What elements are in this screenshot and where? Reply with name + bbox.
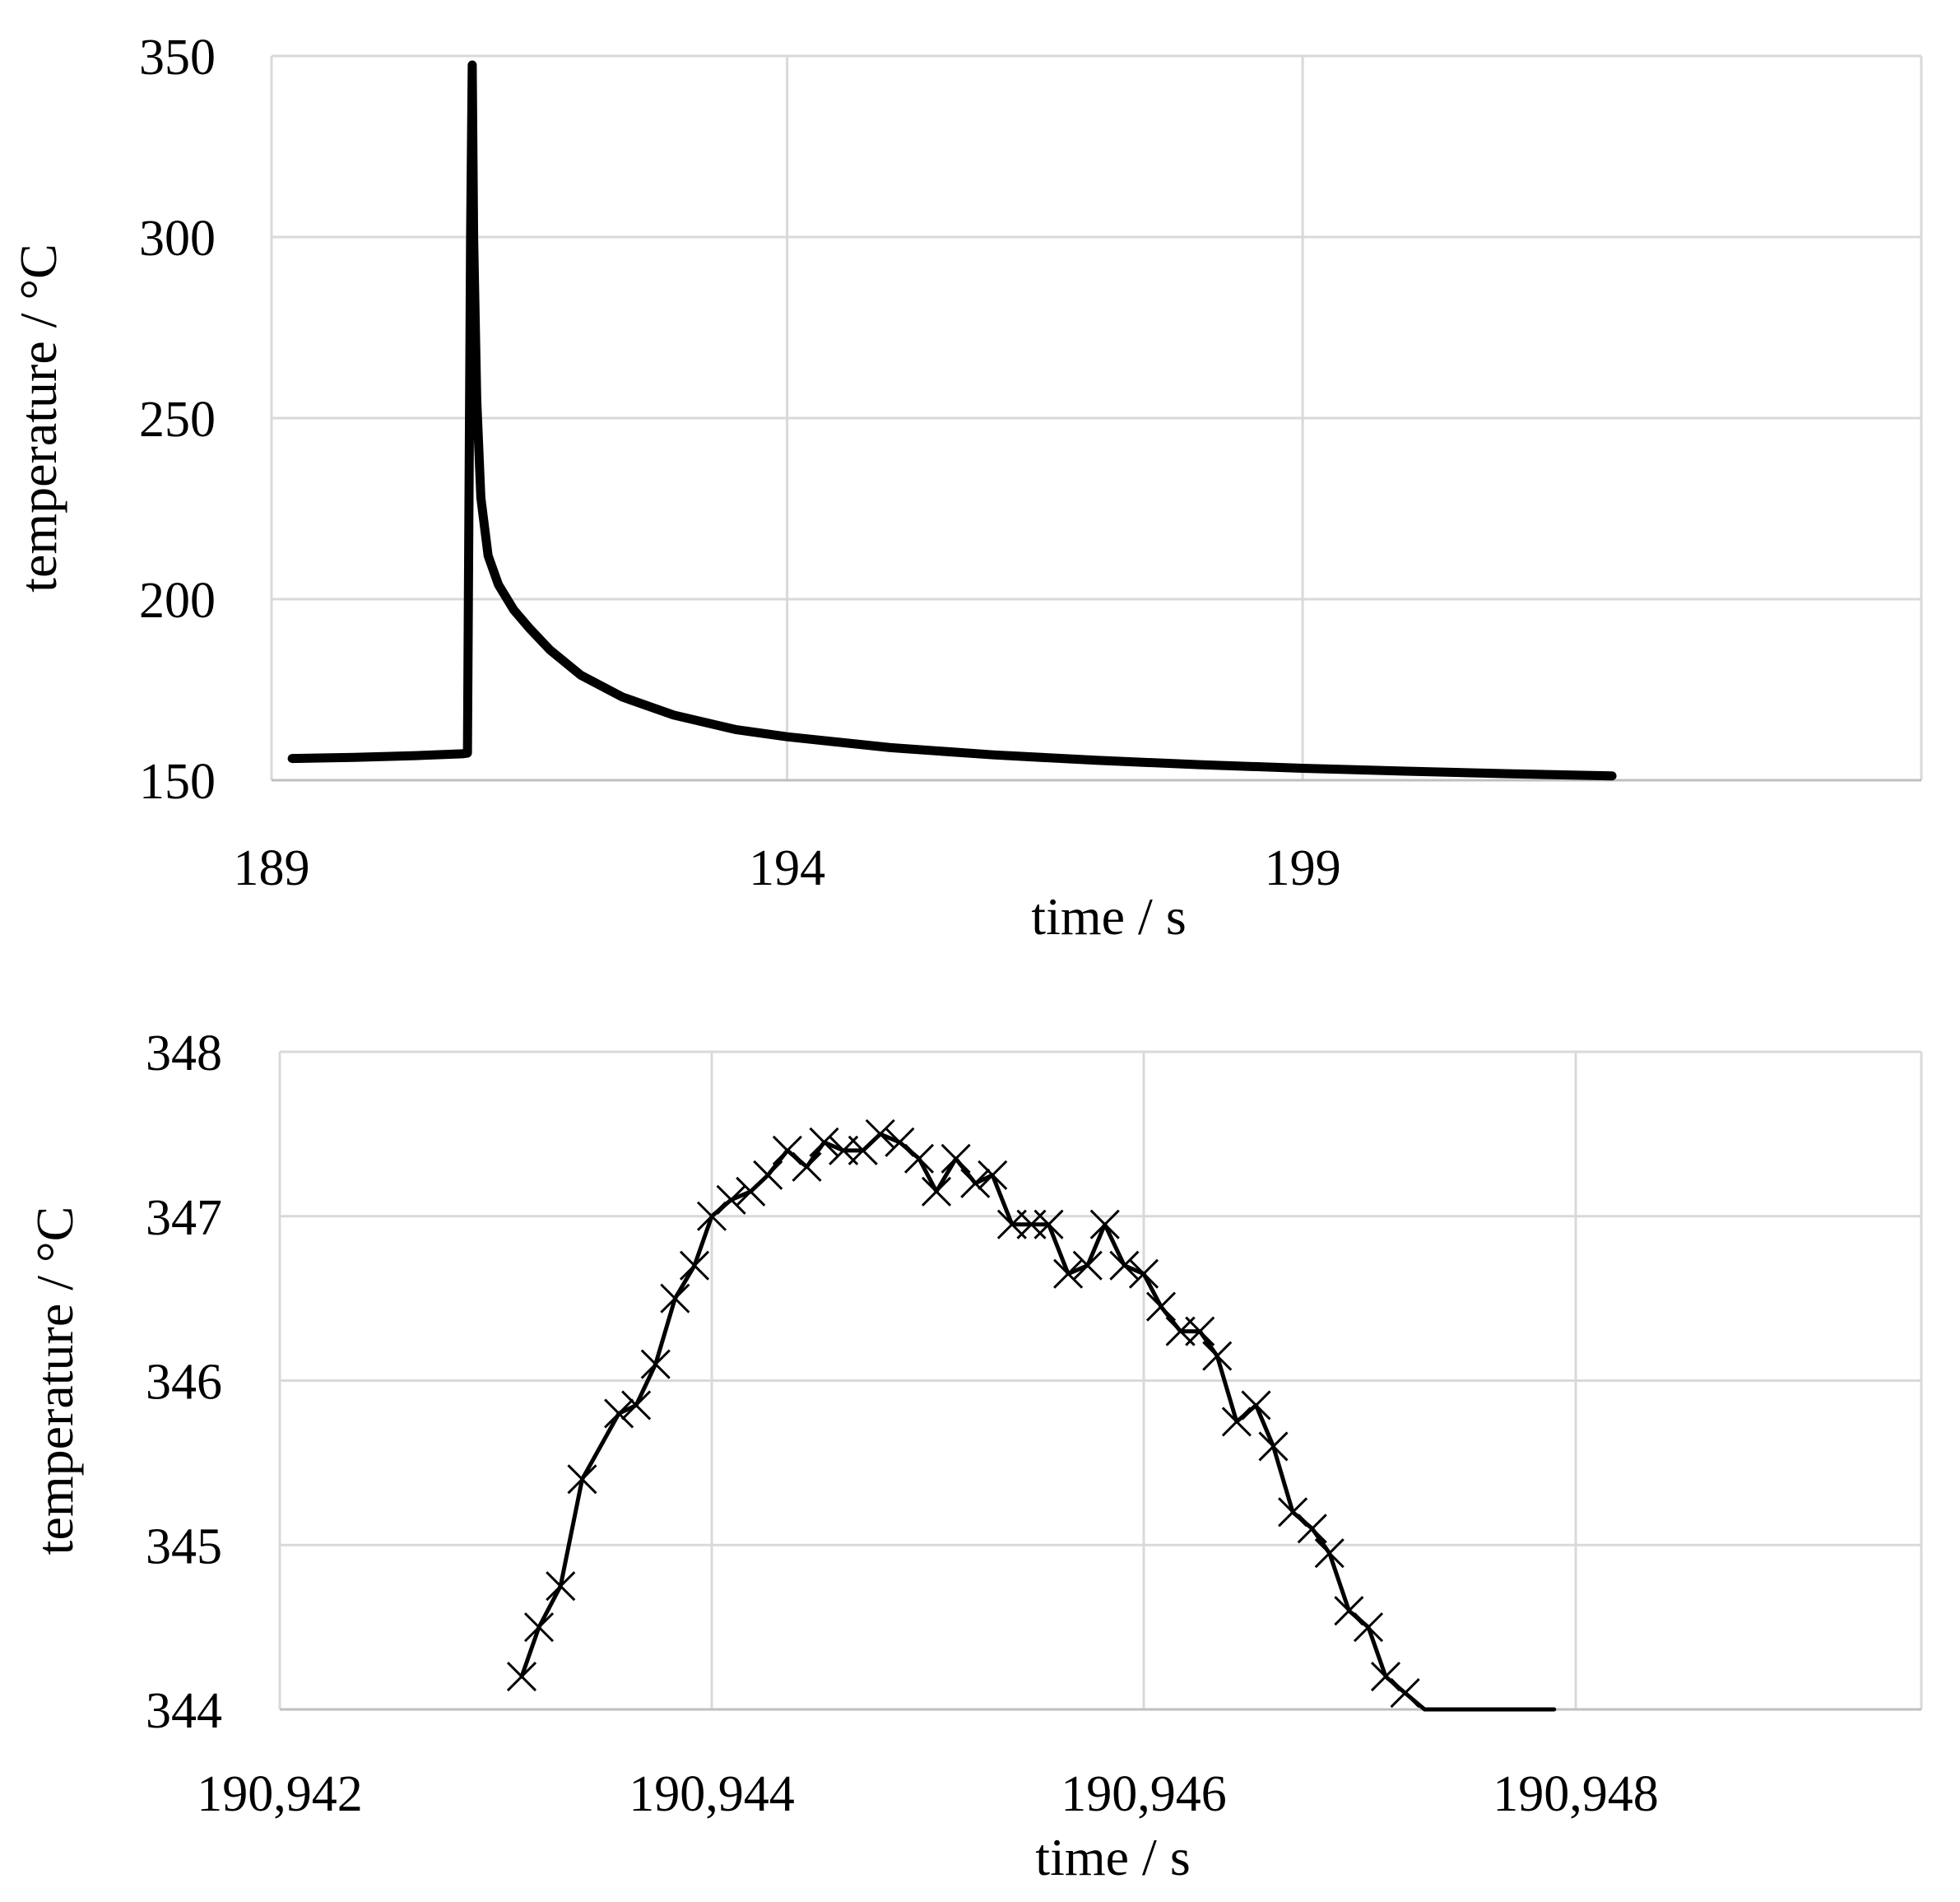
y-tick-label: 344 [146,1683,222,1739]
data-point-marker [1202,1341,1233,1371]
data-point-marker [885,1127,915,1157]
data-point-marker [1185,1316,1215,1346]
data-point-marker [696,1201,727,1231]
data-point-marker [1297,1514,1327,1544]
data-point-marker [523,1612,555,1643]
data-point-marker [960,1168,991,1198]
data-point-marker [546,1571,576,1602]
data-point-marker [1145,1291,1177,1322]
data-point-marker [792,1151,822,1182]
data-point-marker [1109,1250,1140,1281]
data-point-marker [604,1398,634,1429]
data-point-marker [1072,1250,1103,1281]
data-point-marker [772,1135,802,1165]
data-point-marker [1221,1407,1252,1437]
data-point-marker [1053,1258,1084,1289]
x-tick-label: 190,946 [1061,1766,1227,1822]
y-tick-label: 345 [146,1518,222,1574]
y-tick-label: 300 [139,211,216,267]
y-tick-label: 250 [139,392,216,448]
temperature-spike-chart: 150 200 250 300 350 189 194 199 time / s temperat… [9,30,1923,946]
series-line [287,60,1617,781]
data-point-marker [1334,1596,1364,1626]
x-tick-label: 190,948 [1493,1766,1659,1822]
data-point-marker [865,1118,895,1149]
y-axis-title: temperature / °C [26,1207,84,1556]
data-point-marker [679,1250,710,1281]
data-point-marker [621,1390,652,1421]
y-tick-label: 200 [139,573,216,629]
data-point-marker [1033,1209,1064,1239]
data-point-marker [1370,1661,1401,1692]
data-point-marker [567,1464,597,1495]
x-tick-label: 194 [749,840,825,896]
x-tick-label: 199 [1265,840,1341,896]
series-line [519,1132,1557,1712]
data-point-marker [1128,1258,1159,1289]
x-tick-label: 189 [234,840,310,896]
data-point-marker [1353,1612,1384,1643]
temperature-peak-zoom-chart: 344 345 346 347 348 190,942 190,944 190,946 190,… [26,1025,1923,1886]
data-point-marker [1241,1390,1271,1421]
data-point-marker [1390,1677,1420,1709]
x-axis-title: time / s [1035,1828,1190,1886]
y-tick-label: 150 [139,754,216,810]
y-tick-label: 350 [139,30,216,86]
data-point-marker [753,1160,783,1190]
data-point-marker [1314,1538,1345,1569]
data-point-marker [809,1127,839,1157]
data-point-marker [1089,1209,1120,1239]
data-point-marker [506,1661,537,1692]
y-tick-label: 346 [146,1355,222,1411]
data-point-marker [660,1283,690,1314]
data-point-marker [941,1143,971,1174]
data-point-marker [1278,1497,1308,1528]
y-tick-label: 347 [146,1190,222,1246]
data-point-marker [903,1143,935,1174]
x-axis-title: time / s [1031,887,1186,946]
y-tick-label: 348 [146,1025,222,1081]
data-point-marker [716,1184,746,1215]
data-point-marker [978,1160,1008,1190]
x-tick-label: 190,944 [629,1766,795,1822]
y-axis-title: temperature / °C [9,244,67,593]
data-point-marker [921,1176,952,1207]
data-point-marker [1258,1431,1289,1462]
data-point-marker [640,1349,671,1379]
x-tick-label: 190,942 [197,1766,363,1822]
